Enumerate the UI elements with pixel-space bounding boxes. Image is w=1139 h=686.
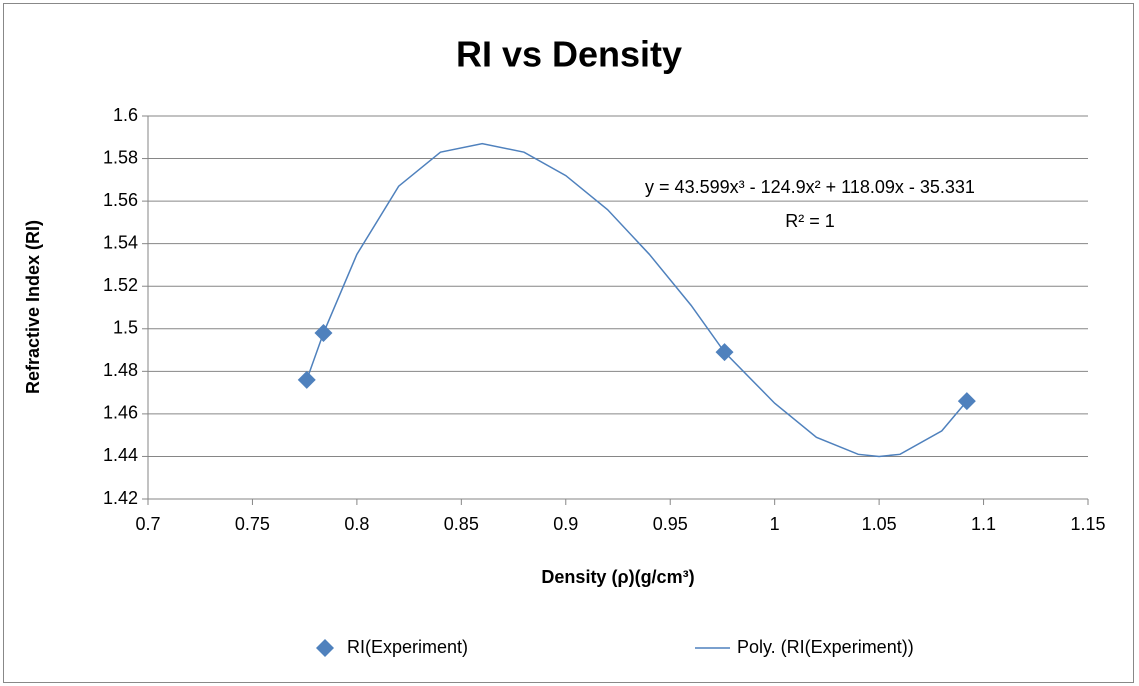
legend-label: RI(Experiment) [347, 637, 468, 657]
y-tick-label: 1.56 [103, 190, 138, 210]
y-tick-label: 1.46 [103, 403, 138, 423]
y-tick-label: 1.42 [103, 488, 138, 508]
trendline-equation: y = 43.599x³ - 124.9x² + 118.09x - 35.33… [645, 177, 975, 197]
y-tick-label: 1.44 [103, 445, 138, 465]
x-axis-label: Density (ρ)(g/cm³) [541, 567, 694, 587]
x-tick-label: 1.15 [1070, 514, 1105, 534]
x-tick-label: 1.05 [862, 514, 897, 534]
x-tick-label: 0.7 [135, 514, 160, 534]
x-tick-label: 0.95 [653, 514, 688, 534]
y-tick-label: 1.52 [103, 275, 138, 295]
legend-label: Poly. (RI(Experiment)) [737, 637, 914, 657]
y-axis-label: Refractive Index (RI) [23, 220, 43, 394]
y-tick-label: 1.54 [103, 232, 138, 252]
x-tick-label: 1 [770, 514, 780, 534]
x-tick-label: 0.8 [344, 514, 369, 534]
y-tick-label: 1.58 [103, 147, 138, 167]
x-tick-label: 0.85 [444, 514, 479, 534]
y-tick-label: 1.5 [113, 318, 138, 338]
r-squared: R² = 1 [785, 211, 835, 231]
legend-marker [316, 639, 334, 657]
trendline [306, 142, 968, 458]
x-tick-label: 0.9 [553, 514, 578, 534]
y-tick-label: 1.48 [103, 360, 138, 380]
x-tick-label: 0.75 [235, 514, 270, 534]
y-tick-label: 1.6 [113, 105, 138, 125]
chart-title: RI vs Density [456, 34, 682, 75]
x-tick-label: 1.1 [971, 514, 996, 534]
chart-border [3, 3, 1134, 683]
